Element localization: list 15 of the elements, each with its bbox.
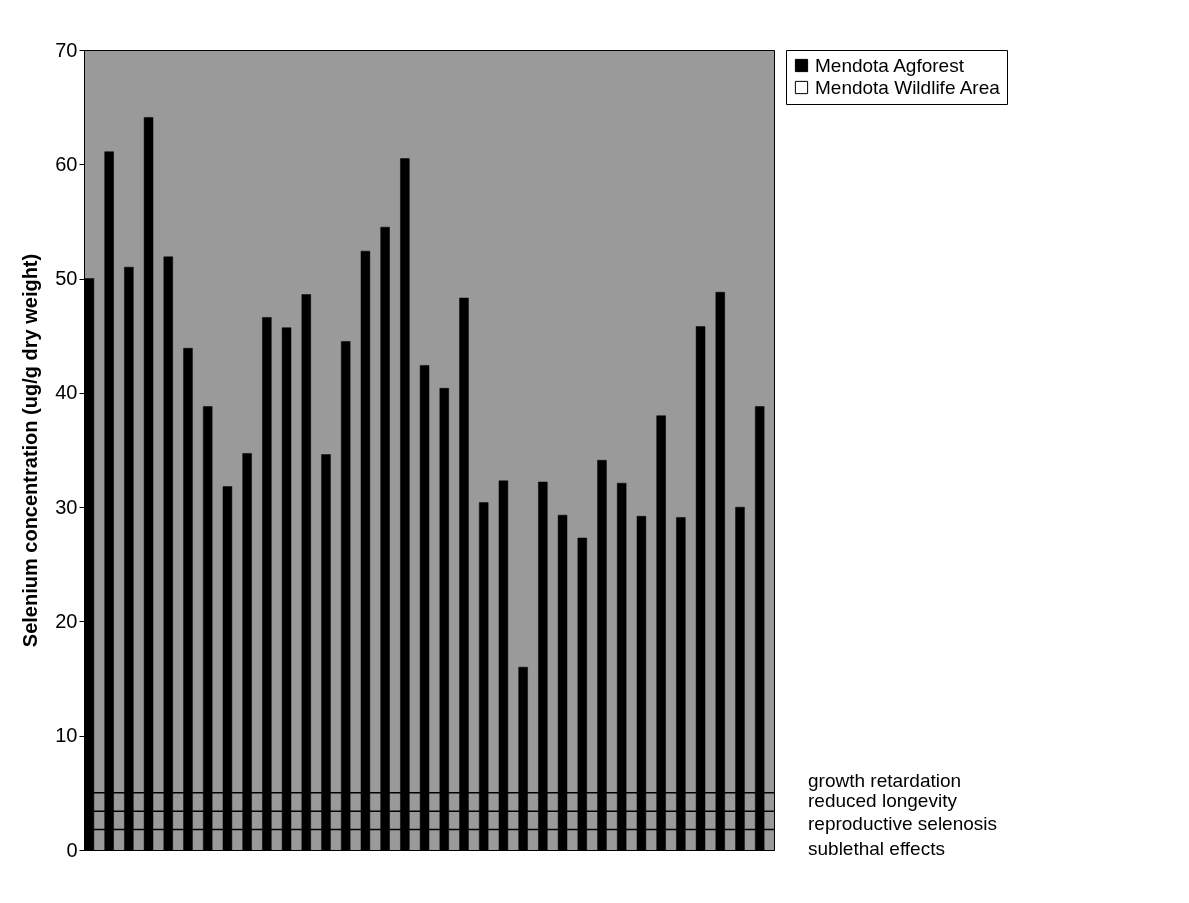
y-tick-label: 10 bbox=[55, 724, 78, 747]
text: reproductive selenosis bbox=[808, 813, 998, 834]
ref-line-label: sublethal effects bbox=[808, 838, 945, 860]
y-tick-label: 30 bbox=[55, 495, 78, 518]
y-axis-title: Selenium concentration (ug/g dry weight) bbox=[19, 253, 42, 648]
legend-label: Mendota Agforest bbox=[815, 54, 965, 76]
ref-line-label: reduced longevity bbox=[808, 790, 958, 812]
y-tick-label: 0 bbox=[66, 838, 78, 861]
y-tick-label: 50 bbox=[55, 267, 78, 290]
legend-label: Mendota Wildlife Area bbox=[815, 76, 1001, 98]
y-tick-label: 70 bbox=[55, 38, 78, 61]
y-tick-label: 20 bbox=[55, 609, 78, 632]
ref-line-label: growth retardation bbox=[808, 769, 962, 791]
y-tick-label: 60 bbox=[55, 152, 78, 175]
y-tick-label: 40 bbox=[55, 381, 78, 404]
